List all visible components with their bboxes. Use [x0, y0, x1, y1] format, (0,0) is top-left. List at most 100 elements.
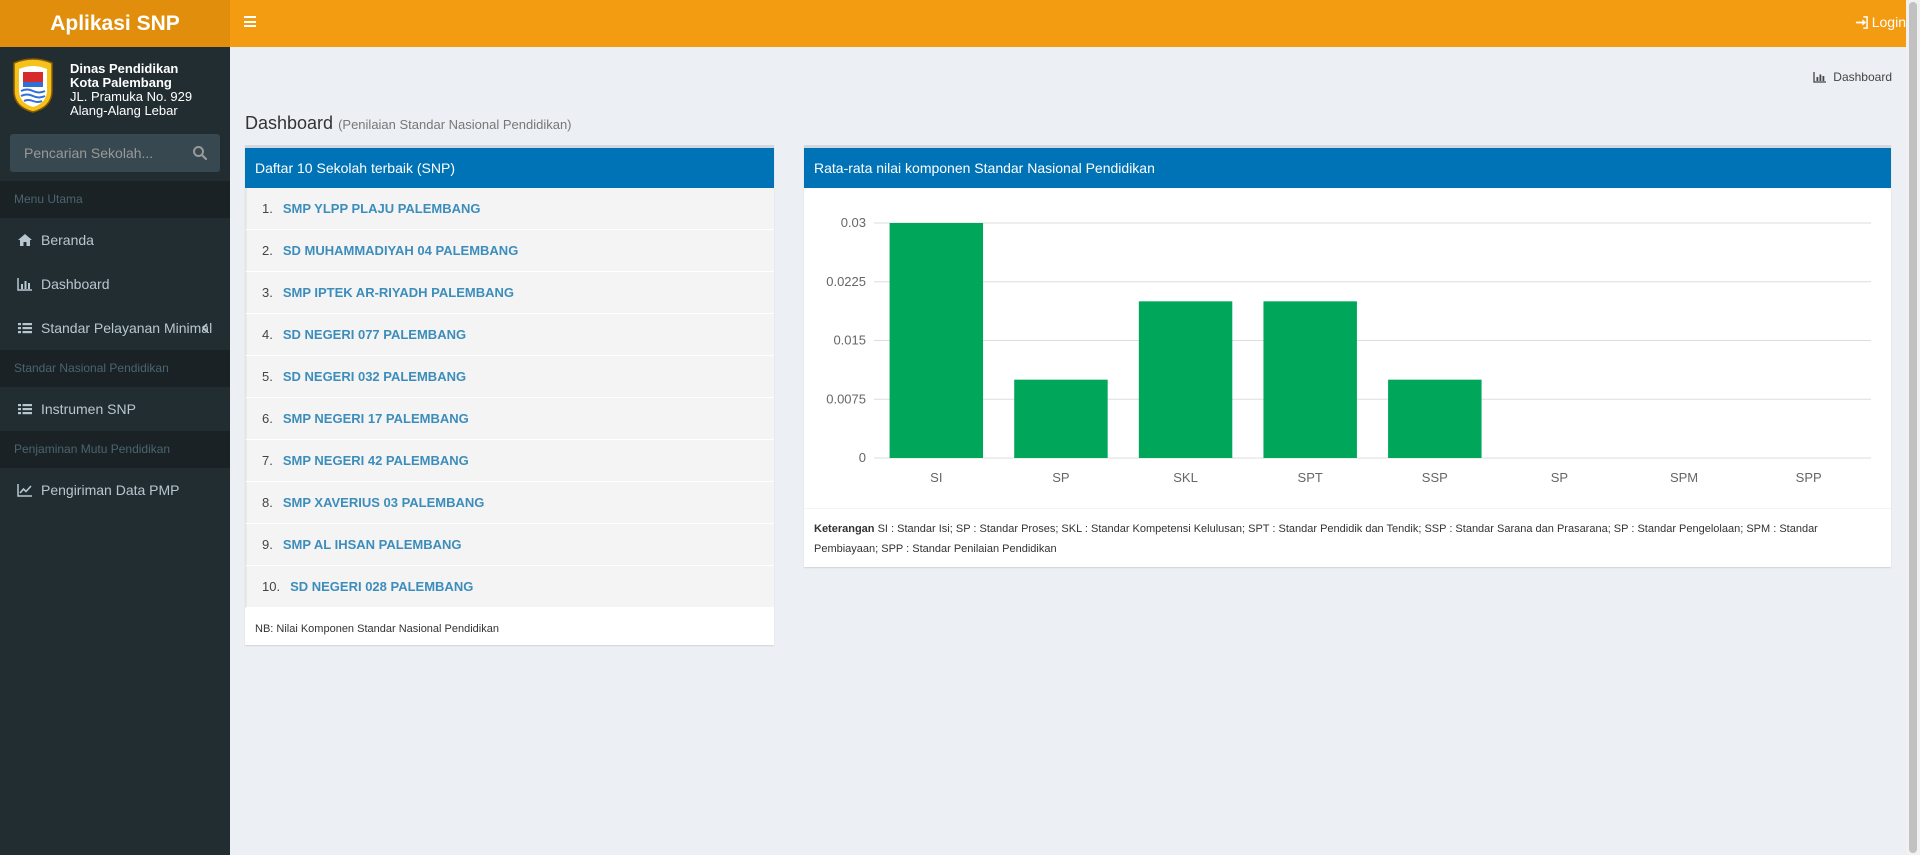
y-tick-label: 0 [859, 450, 866, 465]
top-schools-box: Daftar 10 Sekolah terbaik (SNP) 1. SMP YL… [245, 145, 774, 645]
school-link[interactable]: SD NEGERI 028 PALEMBANG [290, 579, 474, 594]
school-link[interactable]: SMP AL IHSAN PALEMBANG [282, 537, 462, 552]
bar-chart-icon [1813, 72, 1827, 83]
school-rank: 6. [262, 411, 273, 426]
school-list-item: 6. SMP NEGERI 17 PALEMBANG [245, 398, 774, 440]
sign-in-icon [1855, 15, 1868, 29]
school-rank: 1. [262, 201, 273, 216]
org-address-line2: Alang-Alang Lebar [70, 103, 178, 118]
school-rank: 7. [262, 453, 273, 468]
home-icon [18, 234, 32, 246]
page-subtitle: (Penilaian Standar Nasional Pendidikan) [338, 117, 572, 132]
x-tick-label: SP [1551, 470, 1568, 485]
sidebar-item-label: Instrumen SNP [41, 401, 136, 417]
top-navbar: Login [230, 0, 1906, 47]
legend-title: Keterangan [814, 523, 875, 535]
school-link[interactable]: SMP NEGERI 42 PALEMBANG [282, 453, 469, 468]
list-icon [18, 404, 32, 415]
school-list-item: 9. SMP AL IHSAN PALEMBANG [245, 524, 774, 566]
breadcrumb-dashboard[interactable]: Dashboard [1833, 70, 1892, 84]
login-label: Login [1871, 14, 1906, 30]
x-tick-label: SI [930, 470, 942, 485]
school-link[interactable]: SD NEGERI 077 PALEMBANG [282, 327, 467, 342]
search-input[interactable] [10, 144, 180, 162]
legend-text: SI : Standar Isi; SP : Standar Proses; S… [814, 523, 1818, 555]
x-tick-label: SPT [1298, 470, 1323, 485]
chart-box-header: Rata-rata nilai komponen Standar Nasiona… [804, 148, 1891, 188]
bar-skl[interactable] [1138, 301, 1233, 458]
school-list-item: 8. SMP XAVERIUS 03 PALEMBANG [245, 482, 774, 524]
school-rank: 4. [262, 327, 273, 342]
sidebar-item-standar-pelayanan-minimal[interactable]: Standar Pelayanan Minimal [0, 306, 230, 350]
school-link[interactable]: SMP IPTEK AR-RIYADH PALEMBANG [282, 285, 514, 300]
menu-header-snp: Standar Nasional Pendidikan [0, 350, 230, 387]
school-list-item: 7. SMP NEGERI 42 PALEMBANG [245, 440, 774, 482]
school-list-item: 2. SD MUHAMMADIYAH 04 PALEMBANG [245, 230, 774, 272]
org-panel: Dinas Pendidikan Kota Palembang JL. Pram… [0, 47, 230, 133]
school-link[interactable]: SMP NEGERI 17 PALEMBANG [282, 411, 469, 426]
list-icon [18, 323, 32, 334]
y-tick-label: 0.0225 [826, 274, 866, 289]
chart-legend-note: Keterangan SI : Standar Isi; SP : Standa… [804, 508, 1891, 569]
bar-spt[interactable] [1263, 301, 1357, 458]
bar-sp[interactable] [1014, 379, 1108, 458]
menu-header-pmp: Penjaminan Mutu Pendidikan [0, 431, 230, 468]
top-schools-note: NB: Nilai Komponen Standar Nasional Pend… [255, 623, 499, 635]
x-tick-label: SPM [1670, 470, 1698, 485]
school-rank: 5. [262, 369, 273, 384]
school-list: 1. SMP YLPP PLAJU PALEMBANG 2. SD MUHAMMADI… [245, 188, 774, 608]
sidebar-toggle-icon[interactable] [244, 16, 256, 27]
y-tick-label: 0.015 [833, 333, 866, 348]
breadcrumb: Dashboard [1813, 70, 1892, 84]
sidebar-item-label: Dashboard [41, 276, 110, 292]
sidebar-item-dashboard[interactable]: Dashboard [0, 262, 230, 306]
y-tick-label: 0.03 [841, 215, 866, 230]
school-rank: 10. [262, 579, 281, 594]
snp-bar-chart: 0 0.0075 0.015 0.0225 0.03 SI SP SKL SPT SSP SP SPM… [826, 215, 1871, 485]
school-link[interactable]: SMP XAVERIUS 03 PALEMBANG [282, 495, 485, 510]
x-tick-label: SSP [1422, 470, 1448, 485]
city-crest-icon [13, 58, 53, 113]
school-rank: 8. [262, 495, 273, 510]
sidebar-item-beranda[interactable]: Beranda [0, 218, 230, 262]
y-tick-label: 0.0075 [826, 391, 866, 406]
scrollbar-thumb[interactable] [1909, 2, 1917, 853]
line-chart-icon [17, 484, 32, 497]
school-list-item: 3. SMP IPTEK AR-RIYADH PALEMBANG [245, 272, 774, 314]
top-schools-header: Daftar 10 Sekolah terbaik (SNP) [245, 148, 774, 188]
sidebar-item-pengiriman-data-pmp[interactable]: Pengiriman Data PMP [0, 468, 230, 512]
school-list-item: 5. SD NEGERI 032 PALEMBANG [245, 356, 774, 398]
sidebar-search [10, 134, 220, 172]
page-title: Dashboard (Penilaian Standar Nasional Pe… [245, 113, 572, 134]
snp-chart-box: Rata-rata nilai komponen Standar Nasiona… [804, 145, 1891, 567]
bar-ssp[interactable] [1388, 379, 1482, 458]
chevron-left-icon [201, 323, 208, 333]
org-name-line2: Kota Palembang [70, 75, 172, 90]
school-link[interactable]: SD NEGERI 032 PALEMBANG [282, 369, 467, 384]
sidebar-item-label: Beranda [41, 232, 94, 248]
sidebar-item-instrumen-snp[interactable]: Instrumen SNP [0, 387, 230, 431]
bar-si[interactable] [889, 223, 984, 458]
search-icon[interactable] [192, 145, 208, 161]
school-rank: 2. [262, 243, 273, 258]
school-list-item: 10. SD NEGERI 028 PALEMBANG [245, 566, 774, 608]
sidebar-item-label: Pengiriman Data PMP [41, 482, 180, 498]
app-logo[interactable]: Aplikasi SNP [0, 0, 230, 47]
school-link[interactable]: SMP YLPP PLAJU PALEMBANG [282, 201, 481, 216]
app-title: Aplikasi SNP [50, 11, 180, 35]
school-list-item: 1. SMP YLPP PLAJU PALEMBANG [245, 188, 774, 230]
school-list-item: 4. SD NEGERI 077 PALEMBANG [245, 314, 774, 356]
sidebar-item-label: Standar Pelayanan Minimal [41, 320, 213, 336]
org-address-line1: JL. Pramuka No. 929 [70, 89, 193, 104]
x-tick-label: SPP [1796, 470, 1822, 485]
org-info: Dinas Pendidikan Kota Palembang JL. Pram… [70, 62, 192, 118]
x-tick-label: SKL [1173, 470, 1198, 485]
sidebar: Dinas Pendidikan Kota Palembang JL. Pram… [0, 47, 230, 855]
school-rank: 3. [262, 285, 273, 300]
x-tick-label: SP [1052, 470, 1069, 485]
bar-chart-icon [17, 278, 32, 291]
page-scrollbar[interactable] [1906, 0, 1920, 855]
login-link[interactable]: Login [1855, 14, 1906, 30]
school-link[interactable]: SD MUHAMMADIYAH 04 PALEMBANG [282, 243, 519, 258]
page-title-text: Dashboard [245, 113, 334, 133]
